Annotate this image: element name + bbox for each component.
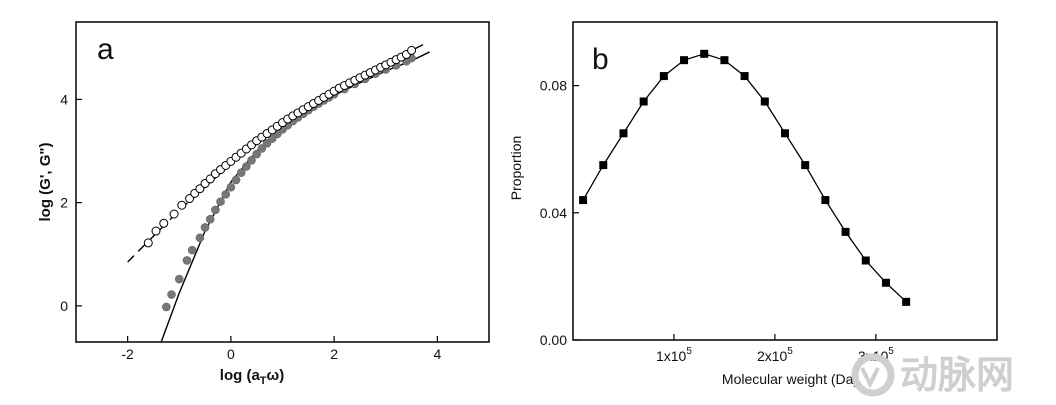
panel-b-x-axis-label: Molecular weight (Da) — [722, 371, 858, 387]
panel-a-x-axis-label: log (aTω) — [220, 367, 284, 387]
square-point — [579, 196, 588, 205]
filled-circle-point — [231, 175, 241, 185]
panel-b-y-axis-label: Proportion — [508, 136, 524, 201]
filled-circle-point — [200, 223, 210, 232]
filled-circle-point — [216, 197, 225, 206]
square-point — [720, 56, 729, 65]
filled-circle-point — [242, 162, 251, 171]
watermark-logo-icon — [851, 353, 895, 397]
square-point — [680, 56, 689, 65]
open-circle-point — [407, 45, 417, 55]
x-tick-label: 1x105 — [656, 346, 692, 364]
filled-circle-point — [252, 149, 261, 159]
square-point — [700, 49, 709, 58]
watermark: 动脉网 — [851, 353, 1014, 397]
filled-circle-point — [221, 190, 231, 199]
y-tick-label: 2 — [60, 195, 68, 211]
panel-b-frame — [572, 21, 998, 341]
solid-fit-line — [160, 51, 430, 342]
y-tick-label: 0.00 — [540, 332, 567, 348]
square-point — [599, 161, 608, 170]
panel-a-frame — [75, 21, 490, 343]
square-point — [639, 97, 648, 106]
filled-circle-point — [236, 168, 246, 178]
panel-a-y-axis-label: log (G', G") — [37, 142, 54, 221]
filled-circle-point — [162, 302, 171, 312]
square-point — [740, 72, 749, 81]
panel-a: -2 0 2 4 0 2 4 a log (aTω) log (G', G") — [37, 21, 490, 387]
x-tick-label: 0 — [227, 346, 235, 362]
filled-circle-point — [187, 245, 197, 255]
filled-circle-point — [174, 274, 184, 284]
watermark-text: 动脉网 — [900, 353, 1014, 397]
open-circle-point — [169, 209, 179, 219]
filled-circle-point — [211, 205, 220, 215]
square-point — [781, 129, 789, 138]
y-tick-label: 0.08 — [540, 78, 567, 94]
open-circle-point — [159, 218, 169, 228]
x-tick-label: 2x105 — [757, 346, 793, 364]
series-line — [582, 53, 907, 303]
filled-circle-point — [205, 214, 215, 224]
filled-circle-point — [195, 233, 205, 243]
y-tick-label: 0 — [60, 298, 68, 314]
filled-circle-point — [257, 144, 267, 153]
square-point — [861, 256, 870, 265]
square-point — [902, 297, 911, 306]
square-point — [659, 72, 668, 81]
x-tick-label: -2 — [121, 346, 134, 362]
dashed-fit-line — [127, 42, 428, 263]
filled-circle-point — [226, 182, 236, 192]
square-point — [881, 278, 890, 287]
open-circle-point — [143, 238, 153, 248]
square-point — [841, 227, 850, 236]
square-point — [801, 161, 810, 170]
panel-a-label: a — [97, 33, 114, 66]
filled-circle-point — [167, 290, 176, 299]
watermark-logo-mark — [860, 367, 880, 389]
y-tick-label: 4 — [60, 91, 68, 107]
x-tick-label: 2 — [330, 346, 338, 362]
x-tick-label: 4 — [433, 346, 441, 362]
open-circle-point — [151, 226, 161, 236]
square-point — [821, 196, 830, 205]
filled-circle-point — [182, 256, 192, 265]
open-circle-point — [177, 200, 187, 210]
panel-b-label: b — [592, 43, 609, 76]
filled-circle-point — [247, 156, 256, 165]
square-point — [760, 97, 769, 106]
square-point — [619, 129, 628, 138]
y-tick-label: 0.04 — [540, 205, 567, 221]
